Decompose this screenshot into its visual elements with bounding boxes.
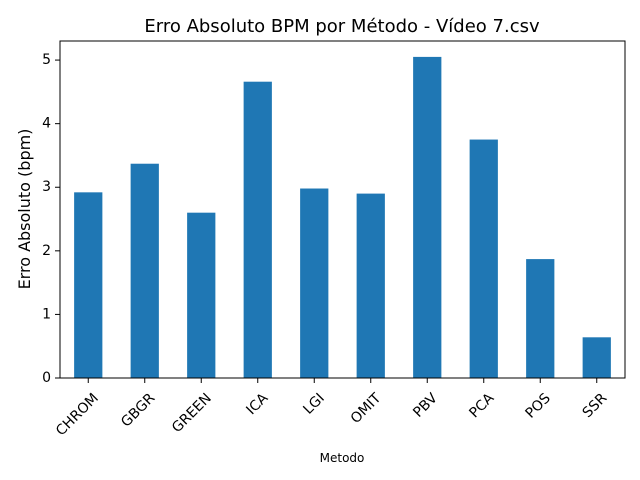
y-tick-label: 3 [42,179,51,195]
x-tick-label: POS [522,390,553,421]
chart-title: Erro Absoluto BPM por Método - Vídeo 7.c… [144,16,540,37]
bar-ssr [582,337,611,378]
x-tick-label: OMIT [348,390,385,427]
y-tick-label: 1 [42,306,51,322]
x-tick-label: SSR [580,390,611,421]
x-axis-label: Metodo [320,451,365,465]
y-tick-label: 5 [42,52,51,68]
y-ticks: 0 1 2 3 4 5 [42,52,60,386]
x-tick-label: LGI [300,390,327,417]
x-tick-label: CHROM [53,390,102,439]
y-tick-label: 2 [42,243,51,259]
bar-chrom [74,192,103,378]
x-tick-label: GREEN [169,390,215,436]
x-tick-label: GBGR [118,390,158,430]
bar-gbgr [130,163,159,378]
x-tick-label: PCA [466,390,497,421]
bars-group [74,56,611,378]
bar-lgi [300,188,329,378]
y-tick-label: 0 [42,370,51,386]
x-tick-label: PBV [410,390,441,421]
bar-pbv [413,56,442,378]
bar-green [187,212,216,378]
y-axis-label: Erro Absoluto (bpm) [15,129,34,290]
y-tick-label: 4 [42,116,51,132]
bar-pos [526,259,555,378]
bar-ica [243,81,272,378]
bar-omit [356,193,385,378]
x-ticks: CHROM GBGR GREEN ICA LGI OMIT PBV PCA POS SSR [53,378,611,439]
plot-frame [59,40,626,379]
bar-pca [469,139,498,378]
x-tick-label: ICA [243,390,271,418]
